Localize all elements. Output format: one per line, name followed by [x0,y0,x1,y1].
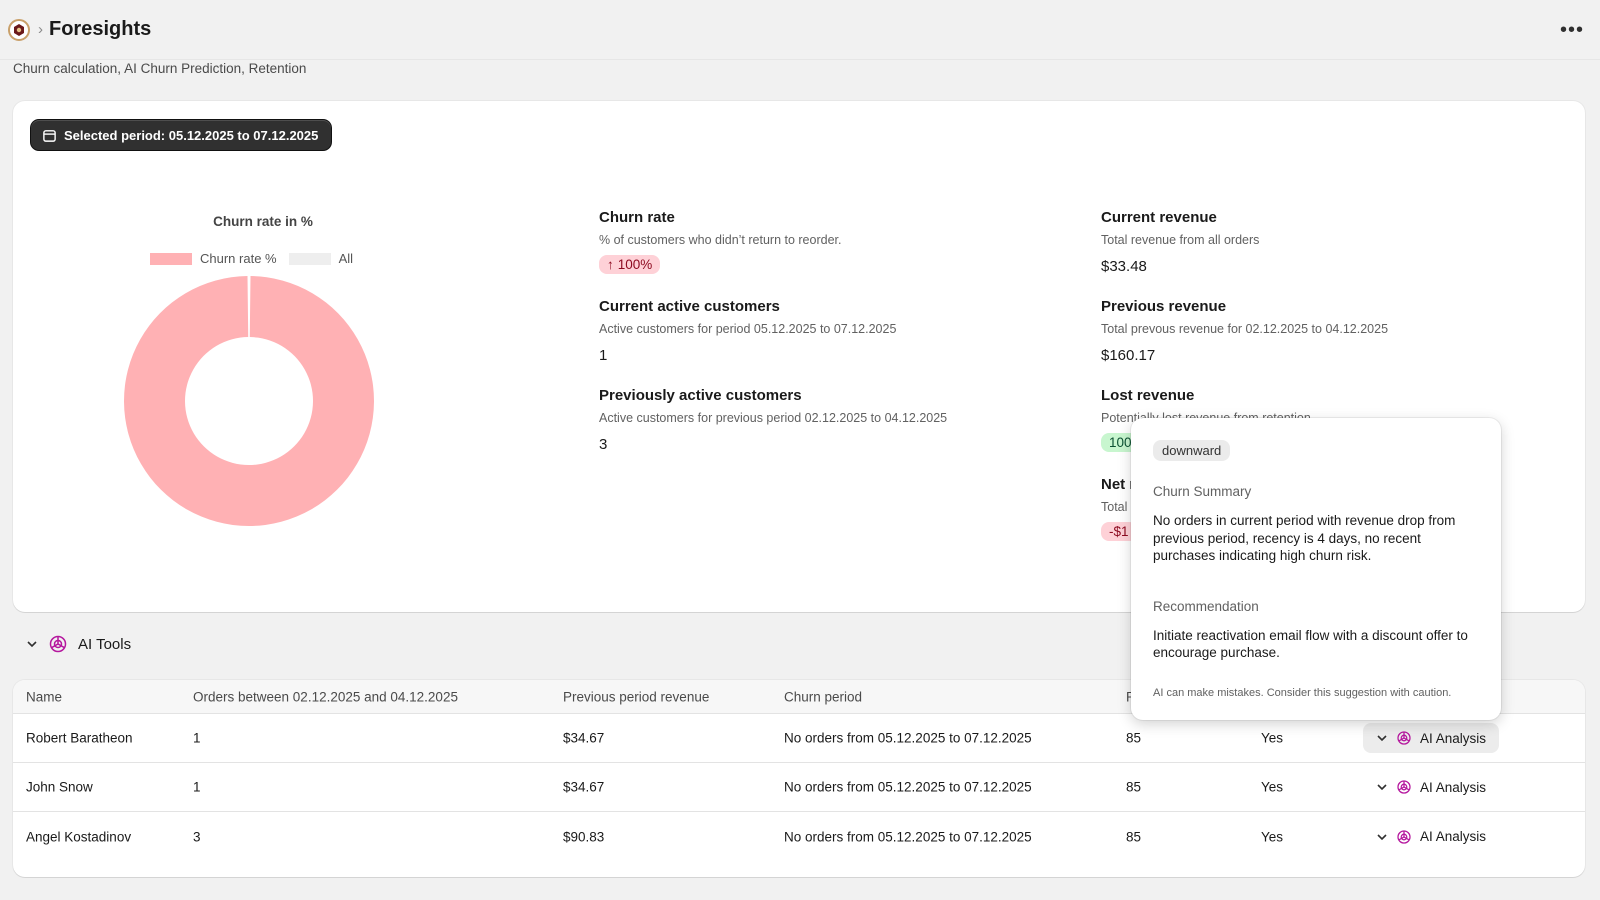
more-actions-button[interactable]: ••• [1559,18,1584,41]
metric-title: Churn rate [599,209,675,226]
cell-churn-period: No orders from 05.12.2025 to 07.12.2025 [784,730,1032,746]
calendar-icon [43,129,56,142]
arrow-up-icon: ↑ [607,257,614,272]
ai-analysis-button[interactable]: AI Analysis [1363,723,1500,753]
metric-title: Current active customers [599,298,780,315]
cell-orders: 1 [193,730,201,746]
col-header-orders[interactable]: Orders between 02.12.2025 and 04.12.2025 [193,689,458,704]
metric-current-revenue: Current revenue Total revenue from all o… [1101,209,1259,275]
ai-analysis-popover: downward Churn Summary No orders in curr… [1131,418,1501,720]
legend-label-all: All [338,251,354,266]
metric-description: Active customers for period 05.12.2025 t… [599,322,897,336]
cell-churn-period: No orders from 05.12.2025 to 07.12.2025 [784,779,1032,795]
ai-analysis-button[interactable]: AI Analysis [1363,772,1499,802]
net-revenue-badge: -$1 [1101,522,1137,541]
metric-title: Current revenue [1101,209,1217,226]
metric-title: Lost revenue [1101,387,1195,404]
donut-slice-churn-rate-[interactable] [124,276,374,526]
selected-period-label: Selected period: 05.12.2025 to 07.12.202… [64,127,319,143]
churn-rate-value: 100% [617,257,653,272]
metric-description: Active customers for previous period 02.… [599,411,948,425]
col-header-recency[interactable]: R [1126,689,1136,704]
openai-icon [1397,731,1411,745]
openai-icon [49,635,67,653]
metric-previous-active: Previously active customers Active custo… [599,387,947,453]
metric-value: 1 [599,347,608,364]
churn-rate-badge: ↑ 100% [599,255,661,274]
metric-description: Total [1101,500,1128,514]
chevron-right-icon: › [38,21,43,38]
col-header-churn-period[interactable]: Churn period [784,689,863,704]
cell-orders: 3 [193,829,201,844]
legend-label-churn: Churn rate % [200,251,277,266]
page-subtitle: Churn calculation, AI Churn Prediction, … [13,61,307,76]
cell-prev-revenue: $90.83 [563,829,605,844]
ai-analysis-label: AI Analysis [1420,829,1487,844]
app-logo-icon[interactable] [8,18,30,41]
trend-tag: downward [1153,440,1231,461]
ai-tools-label: AI Tools [78,635,132,653]
metric-value: $160.17 [1101,347,1156,364]
cell-name: John Snow [26,779,93,795]
metric-previous-revenue: Previous revenue Total prevous revenue f… [1101,298,1388,364]
churn-summary-heading: Churn Summary [1153,484,1252,499]
chevron-down-icon [1377,784,1387,791]
cell-churn-period: No orders from 05.12.2025 to 07.12.2025 [784,829,1032,844]
ai-tools-toggle[interactable]: AI Tools [26,634,131,654]
cell-name: Angel Kostadinov [26,829,132,844]
metric-value: 3 [599,436,608,453]
openai-icon [1397,829,1411,844]
table-row: Robert Baratheon 1 $34.67 No orders from… [13,714,1585,763]
chart-legend: Churn rate % All [150,251,359,266]
table-row: Angel Kostadinov 3 $90.83 No orders from… [13,812,1585,861]
ai-analysis-label: AI Analysis [1420,730,1487,746]
col-header-name[interactable]: Name [26,689,63,704]
cell-recency: 85 [1126,779,1142,795]
table-row: John Snow 1 $34.67 No orders from 05.12.… [13,763,1585,812]
legend-swatch-all [288,252,331,265]
metric-value: $33.48 [1101,258,1147,275]
cell-recency: 85 [1126,829,1142,844]
churn-summary-text: No orders in current period with revenue… [1153,513,1456,563]
metric-title: Net r [1101,476,1136,493]
cell-risk: Yes [1261,730,1284,746]
chevron-down-icon [1377,735,1387,742]
metric-description: Total prevous revenue for 02.12.2025 to … [1101,322,1389,336]
metric-description: % of customers who didn’t return to reor… [599,233,842,247]
top-bar: › Foresights ••• [0,0,1600,60]
chevron-down-icon [27,641,37,648]
churn-donut-chart [124,276,374,526]
cell-name: Robert Baratheon [26,730,133,746]
metric-title: Previously active customers [599,387,802,404]
metric-churn-rate: Churn rate % of customers who didn’t ret… [599,209,841,274]
legend-item-churn[interactable]: Churn rate % [150,251,277,266]
ai-analysis-label: AI Analysis [1420,779,1487,795]
cell-prev-revenue: $34.67 [563,730,605,746]
ai-analysis-button[interactable]: AI Analysis [1363,822,1499,852]
metric-title: Previous revenue [1101,298,1227,315]
col-header-prev-revenue[interactable]: Previous period revenue [563,689,710,704]
chevron-down-icon [1377,833,1387,840]
metric-description: Total revenue from all orders [1101,233,1260,247]
cell-prev-revenue: $34.67 [563,779,605,795]
page-title: Foresights [49,18,152,40]
selected-period-button[interactable]: Selected period: 05.12.2025 to 07.12.202… [31,120,332,150]
legend-swatch-churn [150,252,192,265]
cell-risk: Yes [1261,779,1284,795]
metric-net-revenue: Net r Total -$1 [1101,476,1137,541]
legend-item-all[interactable]: All [288,251,354,266]
lost-revenue-badge: 100 [1101,433,1140,452]
cell-recency: 85 [1126,730,1142,746]
recommendation-text: Initiate reactivation email flow with a … [1153,627,1468,661]
recommendation-heading: Recommendation [1153,598,1259,614]
openai-icon [1397,780,1411,794]
ai-disclaimer: AI can make mistakes. Consider this sugg… [1153,686,1452,699]
cell-orders: 1 [193,779,201,795]
metric-current-active: Current active customers Active customer… [599,298,896,364]
cell-risk: Yes [1261,829,1284,844]
chart-title: Churn rate in % [213,214,313,229]
